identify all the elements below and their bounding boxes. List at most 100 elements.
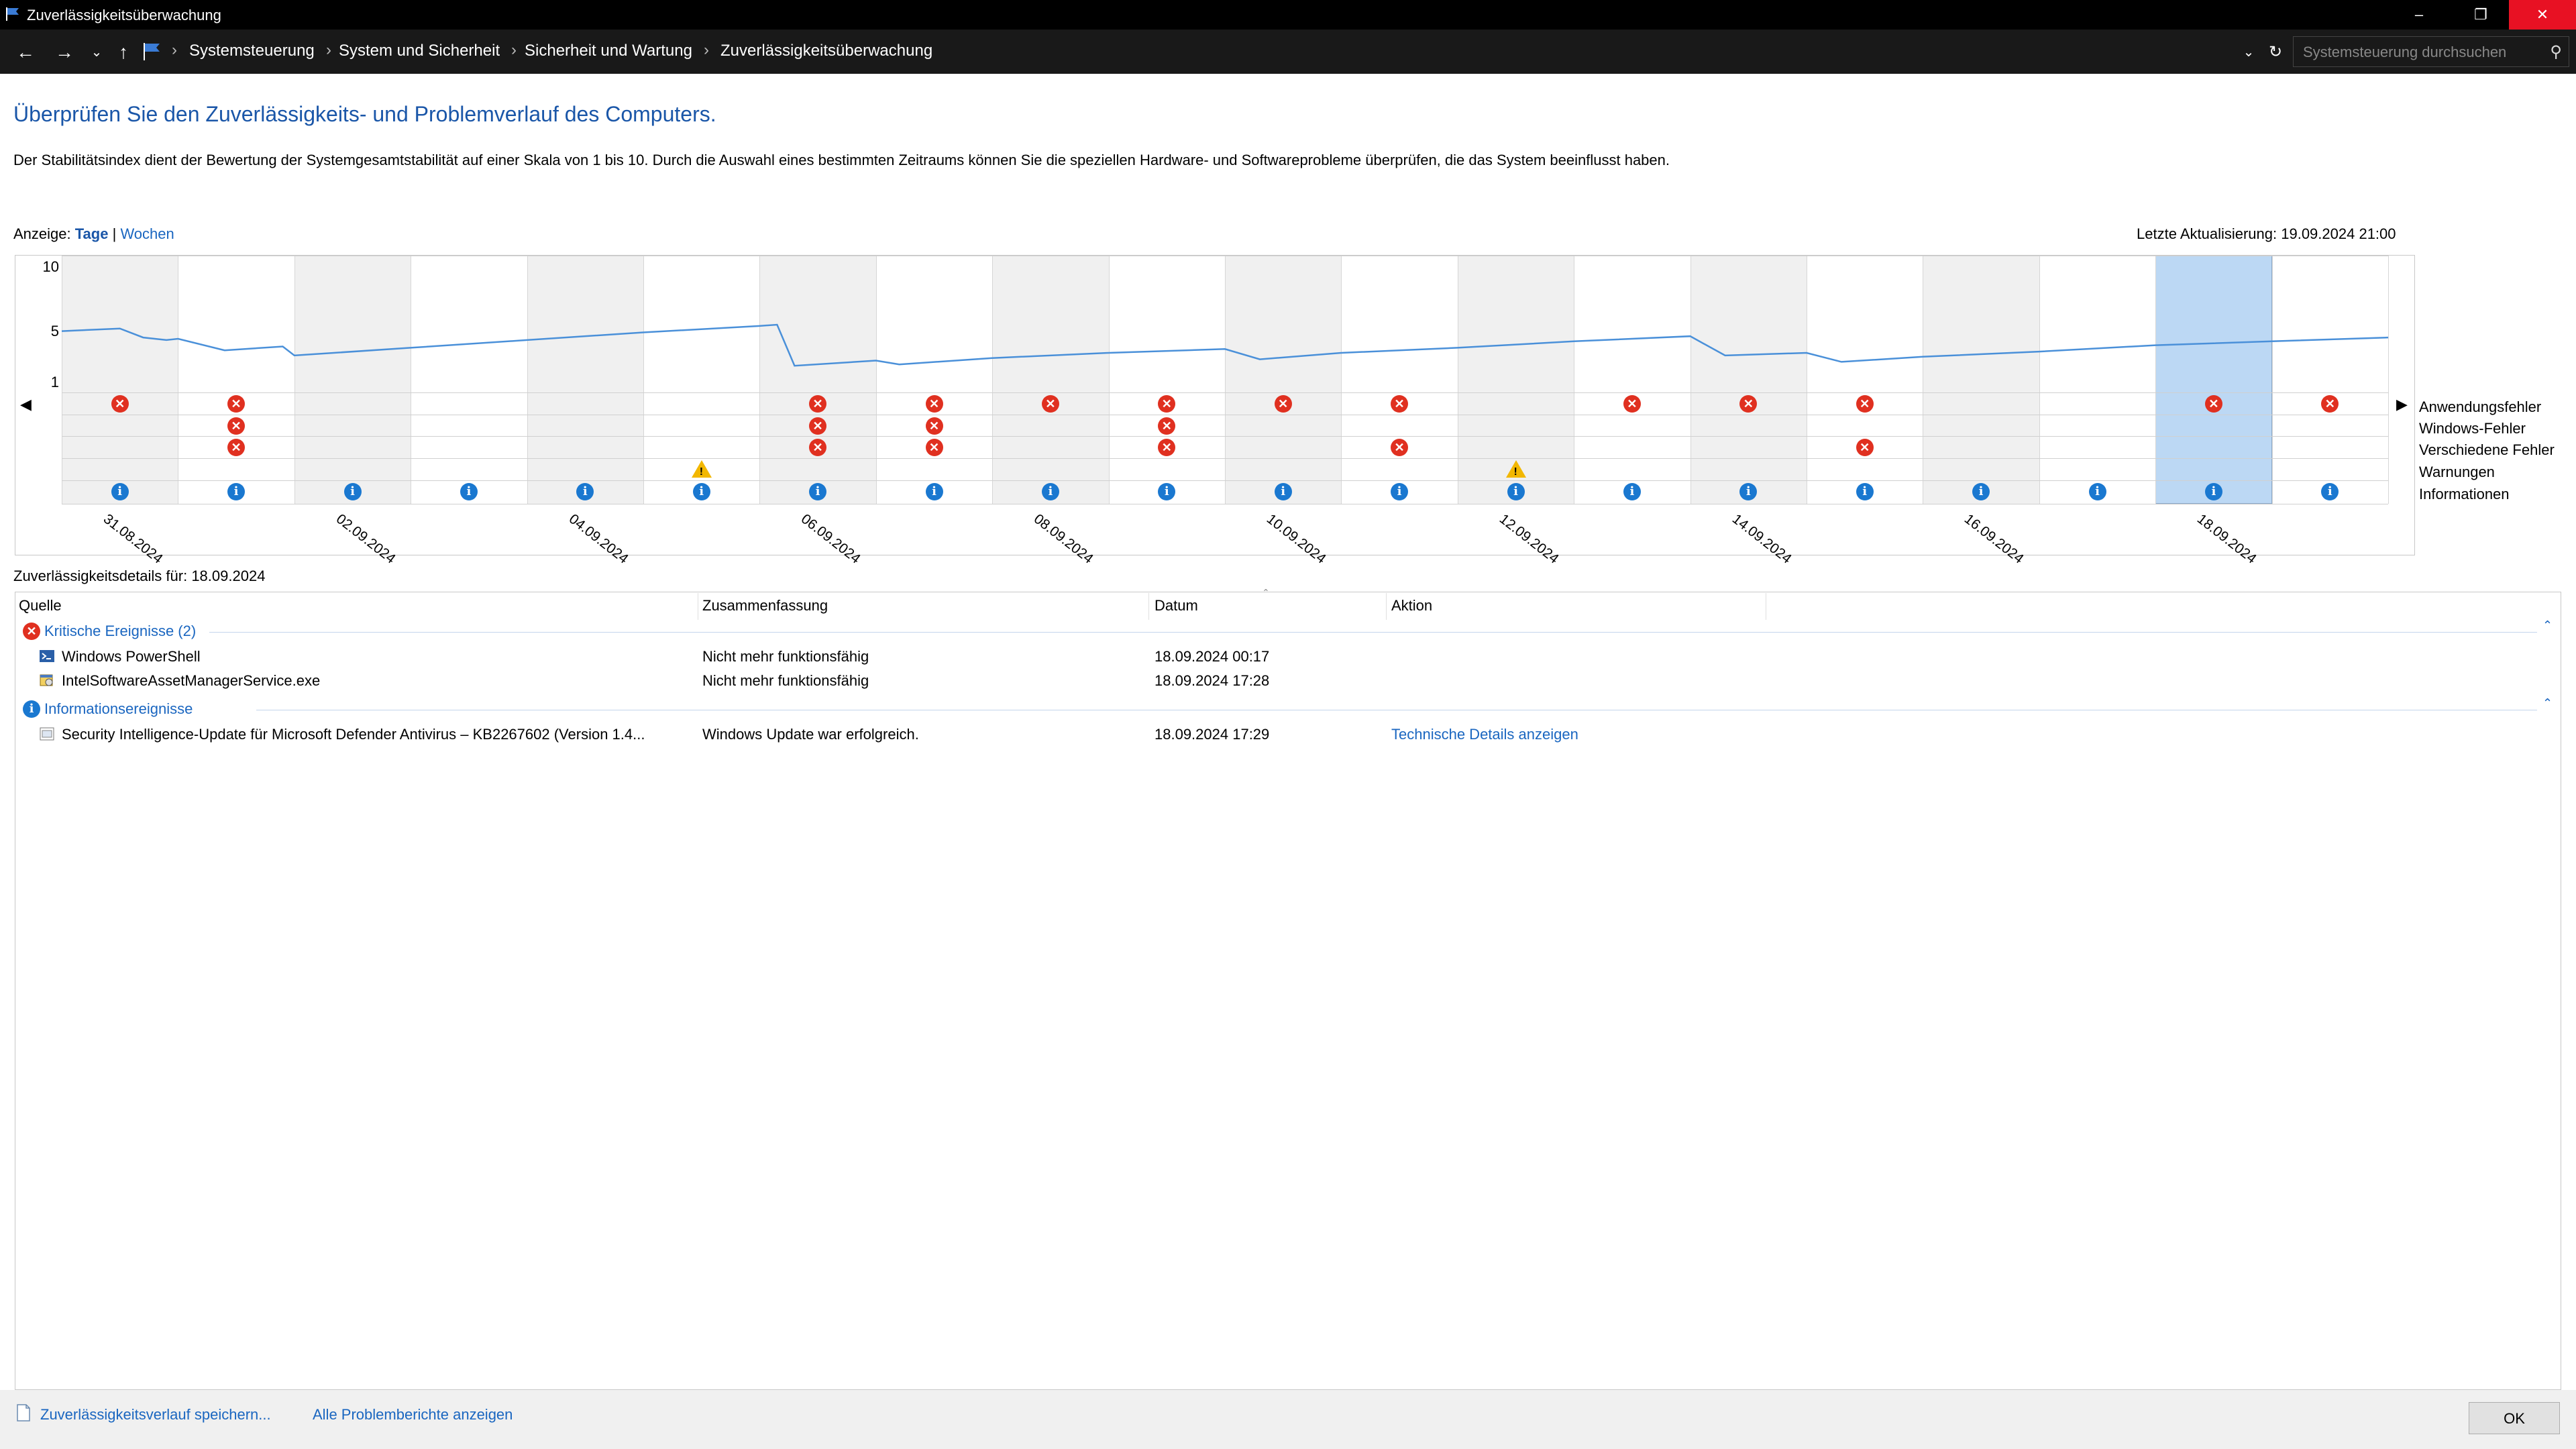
error-icon[interactable]: ✕ <box>111 395 129 413</box>
save-history-link[interactable]: Zuverlässigkeitsverlauf speichern... <box>40 1406 271 1423</box>
chart-gridline <box>875 256 877 504</box>
information-icon[interactable]: i <box>227 483 246 500</box>
error-icon[interactable]: ✕ <box>925 417 943 435</box>
event-source: Windows PowerShell <box>62 648 201 665</box>
event-date: 18.09.2024 17:28 <box>1155 672 1270 689</box>
all-reports-link[interactable]: Alle Problemberichte anzeigen <box>313 1406 513 1423</box>
event-date: 18.09.2024 17:29 <box>1155 726 1270 743</box>
column-divider[interactable] <box>1386 593 1387 620</box>
information-icon: i <box>23 700 40 718</box>
error-icon[interactable]: ✕ <box>1739 395 1758 413</box>
chart-column[interactable] <box>992 256 1110 504</box>
group-header-critical[interactable]: Kritische Ereignisse (2) <box>44 623 197 639</box>
information-icon[interactable]: i <box>1507 483 1525 500</box>
error-icon[interactable]: ✕ <box>227 395 246 413</box>
breadcrumb-systemsteuerung[interactable]: Systemsteuerung <box>189 42 315 60</box>
save-document-icon <box>17 1404 30 1421</box>
column-header-summary[interactable]: Zusammenfassung <box>702 597 828 614</box>
column-header-date[interactable]: Datum <box>1155 597 1198 614</box>
collapse-chevron-icon[interactable]: ⌃ <box>2542 619 2553 632</box>
error-icon[interactable]: ✕ <box>2204 395 2222 413</box>
information-icon[interactable]: i <box>692 483 710 500</box>
error-icon[interactable]: ✕ <box>1391 395 1409 413</box>
chart-column[interactable] <box>527 256 644 504</box>
error-icon[interactable]: ✕ <box>1856 439 1874 456</box>
minimize-button[interactable]: – <box>2414 6 2424 23</box>
information-icon[interactable]: i <box>1274 483 1292 500</box>
column-header-action[interactable]: Aktion <box>1391 597 1433 614</box>
information-icon[interactable]: i <box>576 483 594 500</box>
chart-column[interactable] <box>62 256 178 504</box>
column-divider[interactable] <box>1148 593 1149 620</box>
warning-icon[interactable]: ! <box>1505 460 1526 478</box>
breadcrumb-sicherheit-wartung[interactable]: Sicherheit und Wartung <box>525 42 692 60</box>
information-icon[interactable]: i <box>1158 483 1176 500</box>
recent-pages-chevron-icon[interactable]: ⌄ <box>91 45 103 60</box>
refresh-icon[interactable]: ↻ <box>2268 43 2283 61</box>
reliability-chart[interactable] <box>15 255 2415 555</box>
restore-button[interactable]: ❐ <box>2474 6 2487 23</box>
information-icon[interactable]: i <box>1623 483 1641 500</box>
error-icon[interactable]: ✕ <box>809 439 827 456</box>
error-icon[interactable]: ✕ <box>1158 439 1176 456</box>
forward-button[interactable]: → <box>55 42 74 62</box>
error-icon[interactable]: ✕ <box>1391 439 1409 456</box>
error-icon[interactable]: ✕ <box>1856 395 1874 413</box>
address-dropdown-chevron-icon[interactable]: ⌄ <box>2243 45 2255 60</box>
chart-scroll-left-icon[interactable]: ◀ <box>20 396 32 413</box>
information-icon[interactable]: i <box>1739 483 1758 500</box>
information-icon[interactable]: i <box>809 483 827 500</box>
error-icon[interactable]: ✕ <box>925 439 943 456</box>
ok-button[interactable]: OK <box>2469 1402 2560 1434</box>
error-icon[interactable]: ✕ <box>1041 395 1059 413</box>
error-icon[interactable]: ✕ <box>1158 417 1176 435</box>
sort-ascending-icon: ˆ <box>1264 588 1268 601</box>
search-icon[interactable]: ⚲ <box>2550 43 2562 61</box>
chart-column-selected[interactable] <box>2155 256 2273 504</box>
chart-gridline <box>62 436 2388 437</box>
breadcrumb-system-sicherheit[interactable]: System und Sicherheit <box>339 42 500 60</box>
information-icon[interactable]: i <box>1972 483 1990 500</box>
error-icon[interactable]: ✕ <box>227 417 246 435</box>
technical-details-link[interactable]: Technische Details anzeigen <box>1391 726 1578 743</box>
column-header-source[interactable]: Quelle <box>19 597 62 614</box>
error-icon[interactable]: ✕ <box>1274 395 1292 413</box>
error-icon[interactable]: ✕ <box>227 439 246 456</box>
chart-column[interactable] <box>1690 256 1807 504</box>
row-label-misc-errors: Verschiedene Fehler <box>2419 441 2555 458</box>
up-button[interactable]: ↑ <box>119 42 128 62</box>
error-icon[interactable]: ✕ <box>809 395 827 413</box>
back-button[interactable]: ← <box>16 42 35 62</box>
information-icon[interactable]: i <box>925 483 943 500</box>
information-icon[interactable]: i <box>1856 483 1874 500</box>
view-weeks-link[interactable]: Wochen <box>120 225 174 242</box>
view-days-link[interactable]: Tage <box>74 225 109 242</box>
information-icon[interactable]: i <box>2321 483 2339 500</box>
chart-column[interactable] <box>294 256 411 504</box>
view-separator: | <box>112 225 117 242</box>
error-icon[interactable]: ✕ <box>2321 395 2339 413</box>
information-icon[interactable]: i <box>2204 483 2222 500</box>
information-icon[interactable]: i <box>1041 483 1059 500</box>
information-icon[interactable]: i <box>2088 483 2106 500</box>
warning-icon[interactable]: ! <box>691 460 712 478</box>
breadcrumb-zuverlaessigkeit[interactable]: Zuverlässigkeitsüberwachung <box>720 42 933 60</box>
error-icon[interactable]: ✕ <box>1158 395 1176 413</box>
close-button[interactable]: ✕ <box>2509 0 2576 30</box>
error-icon[interactable]: ✕ <box>809 417 827 435</box>
chart-column[interactable] <box>1923 256 2040 504</box>
chart-scroll-right-icon[interactable]: ▶ <box>2396 396 2408 413</box>
event-summary: Nicht mehr funktionsfähig <box>702 648 869 665</box>
error-icon[interactable]: ✕ <box>1623 395 1641 413</box>
information-icon[interactable]: i <box>1391 483 1409 500</box>
information-icon[interactable]: i <box>460 483 478 500</box>
information-icon[interactable]: i <box>111 483 129 500</box>
collapse-chevron-icon[interactable]: ⌃ <box>2542 696 2553 710</box>
information-icon[interactable]: i <box>343 483 362 500</box>
error-icon[interactable]: ✕ <box>925 395 943 413</box>
group-header-information[interactable]: Informationsereignisse <box>44 700 193 717</box>
search-input[interactable]: Systemsteuerung durchsuchen ⚲ <box>2293 36 2569 67</box>
chart-gridline <box>992 256 994 504</box>
chart-column[interactable] <box>759 256 877 504</box>
chart-column[interactable] <box>1225 256 1342 504</box>
